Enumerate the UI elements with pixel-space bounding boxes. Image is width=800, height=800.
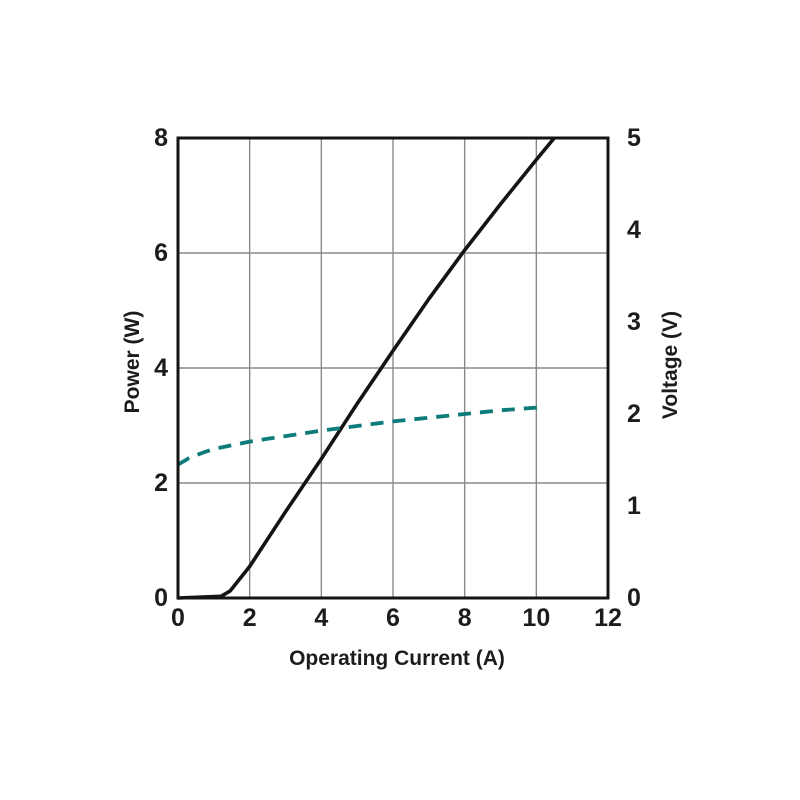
left-axis-title: Power (W): [121, 310, 144, 414]
right-y-tick-label: 4: [627, 216, 641, 244]
right-axis-title: Voltage (V): [659, 310, 682, 420]
x-tick-label: 4: [314, 604, 329, 632]
x-tick-label: 6: [386, 604, 400, 632]
right-y-tick-label: 3: [627, 308, 641, 336]
voltage-curve: [177, 404, 544, 467]
right-y-tick-label: 1: [627, 492, 641, 520]
x-axis-title: Operating Current (A): [289, 647, 505, 670]
right-y-tick-label: 5: [627, 124, 641, 152]
x-tick-label: 2: [242, 604, 257, 632]
data-series: [177, 136, 556, 600]
plot-frame: [176, 136, 610, 600]
right-y-tick-label: 0: [627, 584, 641, 612]
left-y-tick-label: 0: [154, 584, 168, 612]
left-y-tick-label: 4: [154, 354, 168, 382]
x-tick-label: 10: [522, 604, 551, 632]
x-tick-label: 8: [457, 604, 472, 632]
grid-lines: [178, 138, 608, 598]
left-y-tick-label: 2: [154, 469, 168, 497]
x-tick-label: 0: [171, 604, 185, 632]
left-y-tick-label: 6: [154, 239, 168, 267]
x-tick-label: 12: [594, 604, 622, 632]
left-y-tick-label: 8: [154, 124, 168, 152]
right-y-tick-label: 2: [627, 400, 641, 428]
power-curve: [177, 136, 556, 600]
